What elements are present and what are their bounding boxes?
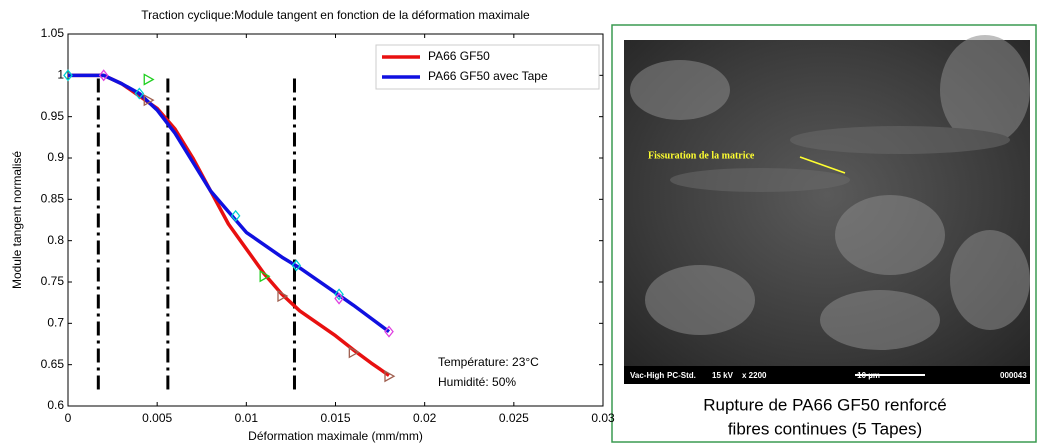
sem-info-text: x 2200 <box>742 371 767 380</box>
x-axis-label: Déformation maximale (mm/mm) <box>248 429 423 443</box>
plot-area <box>67 33 604 407</box>
annotation: Température: 23°C <box>438 355 539 369</box>
marker <box>334 288 344 301</box>
x-tick-label: 0.01 <box>235 411 259 425</box>
y-axis-label: Module tangent normalisé <box>10 151 24 289</box>
marker <box>143 73 155 86</box>
caption: fibres continues (5 Tapes) <box>728 419 922 438</box>
sem-texture <box>630 35 1030 350</box>
legend-label: PA66 GF50 <box>428 49 490 63</box>
marker <box>384 325 394 338</box>
x-tick-label: 0.015 <box>320 411 350 425</box>
y-tick-label: 0.75 <box>41 274 65 288</box>
y-tick-label: 1.05 <box>41 26 65 40</box>
y-tick-label: 0.85 <box>41 192 65 206</box>
x-tick-label: 0.025 <box>499 411 529 425</box>
sem-label: Fissuration de la matrice <box>648 150 755 161</box>
caption: Rupture de PA66 GF50 renforcé <box>703 395 947 414</box>
y-tick-label: 0.7 <box>47 316 64 330</box>
x-tick-label: 0.03 <box>591 411 615 425</box>
x-tick-label: 0.005 <box>142 411 172 425</box>
chart-title: Traction cyclique:Module tangent en fonc… <box>141 8 530 22</box>
marker <box>63 69 73 82</box>
image-frame <box>611 24 1037 443</box>
sem-info-text: PC-Std. <box>667 371 696 380</box>
marker <box>291 259 302 272</box>
y-tick-label: 0.9 <box>47 150 64 164</box>
marker <box>334 292 344 305</box>
y-tick-label: 1 <box>57 68 64 82</box>
annotation: Humidité: 50% <box>438 375 516 389</box>
series-line <box>68 73 391 334</box>
x-tick-label: 0 <box>65 411 72 425</box>
sem-info-bar <box>624 366 1030 384</box>
marker <box>277 289 289 303</box>
marker <box>143 94 155 107</box>
legend-box <box>375 44 600 90</box>
x-tick-label: 0.02 <box>413 411 437 425</box>
marker <box>134 87 145 100</box>
y-tick-label: 0.65 <box>41 357 65 371</box>
sem-pointer <box>799 156 846 174</box>
marker <box>259 270 271 283</box>
y-tick-label: 0.6 <box>47 398 64 412</box>
y-tick-label: 0.95 <box>41 109 65 123</box>
marker <box>98 69 109 82</box>
marker <box>348 346 360 359</box>
sem-info-text: 000043 <box>1000 371 1027 380</box>
sem-info-text: Vac-High <box>630 371 664 380</box>
marker <box>384 370 396 383</box>
marker <box>230 209 241 222</box>
legend-label: PA66 GF50 avec Tape <box>428 69 548 83</box>
sem-info-text: 15 kV <box>712 371 734 380</box>
y-tick-label: 0.8 <box>47 233 64 247</box>
